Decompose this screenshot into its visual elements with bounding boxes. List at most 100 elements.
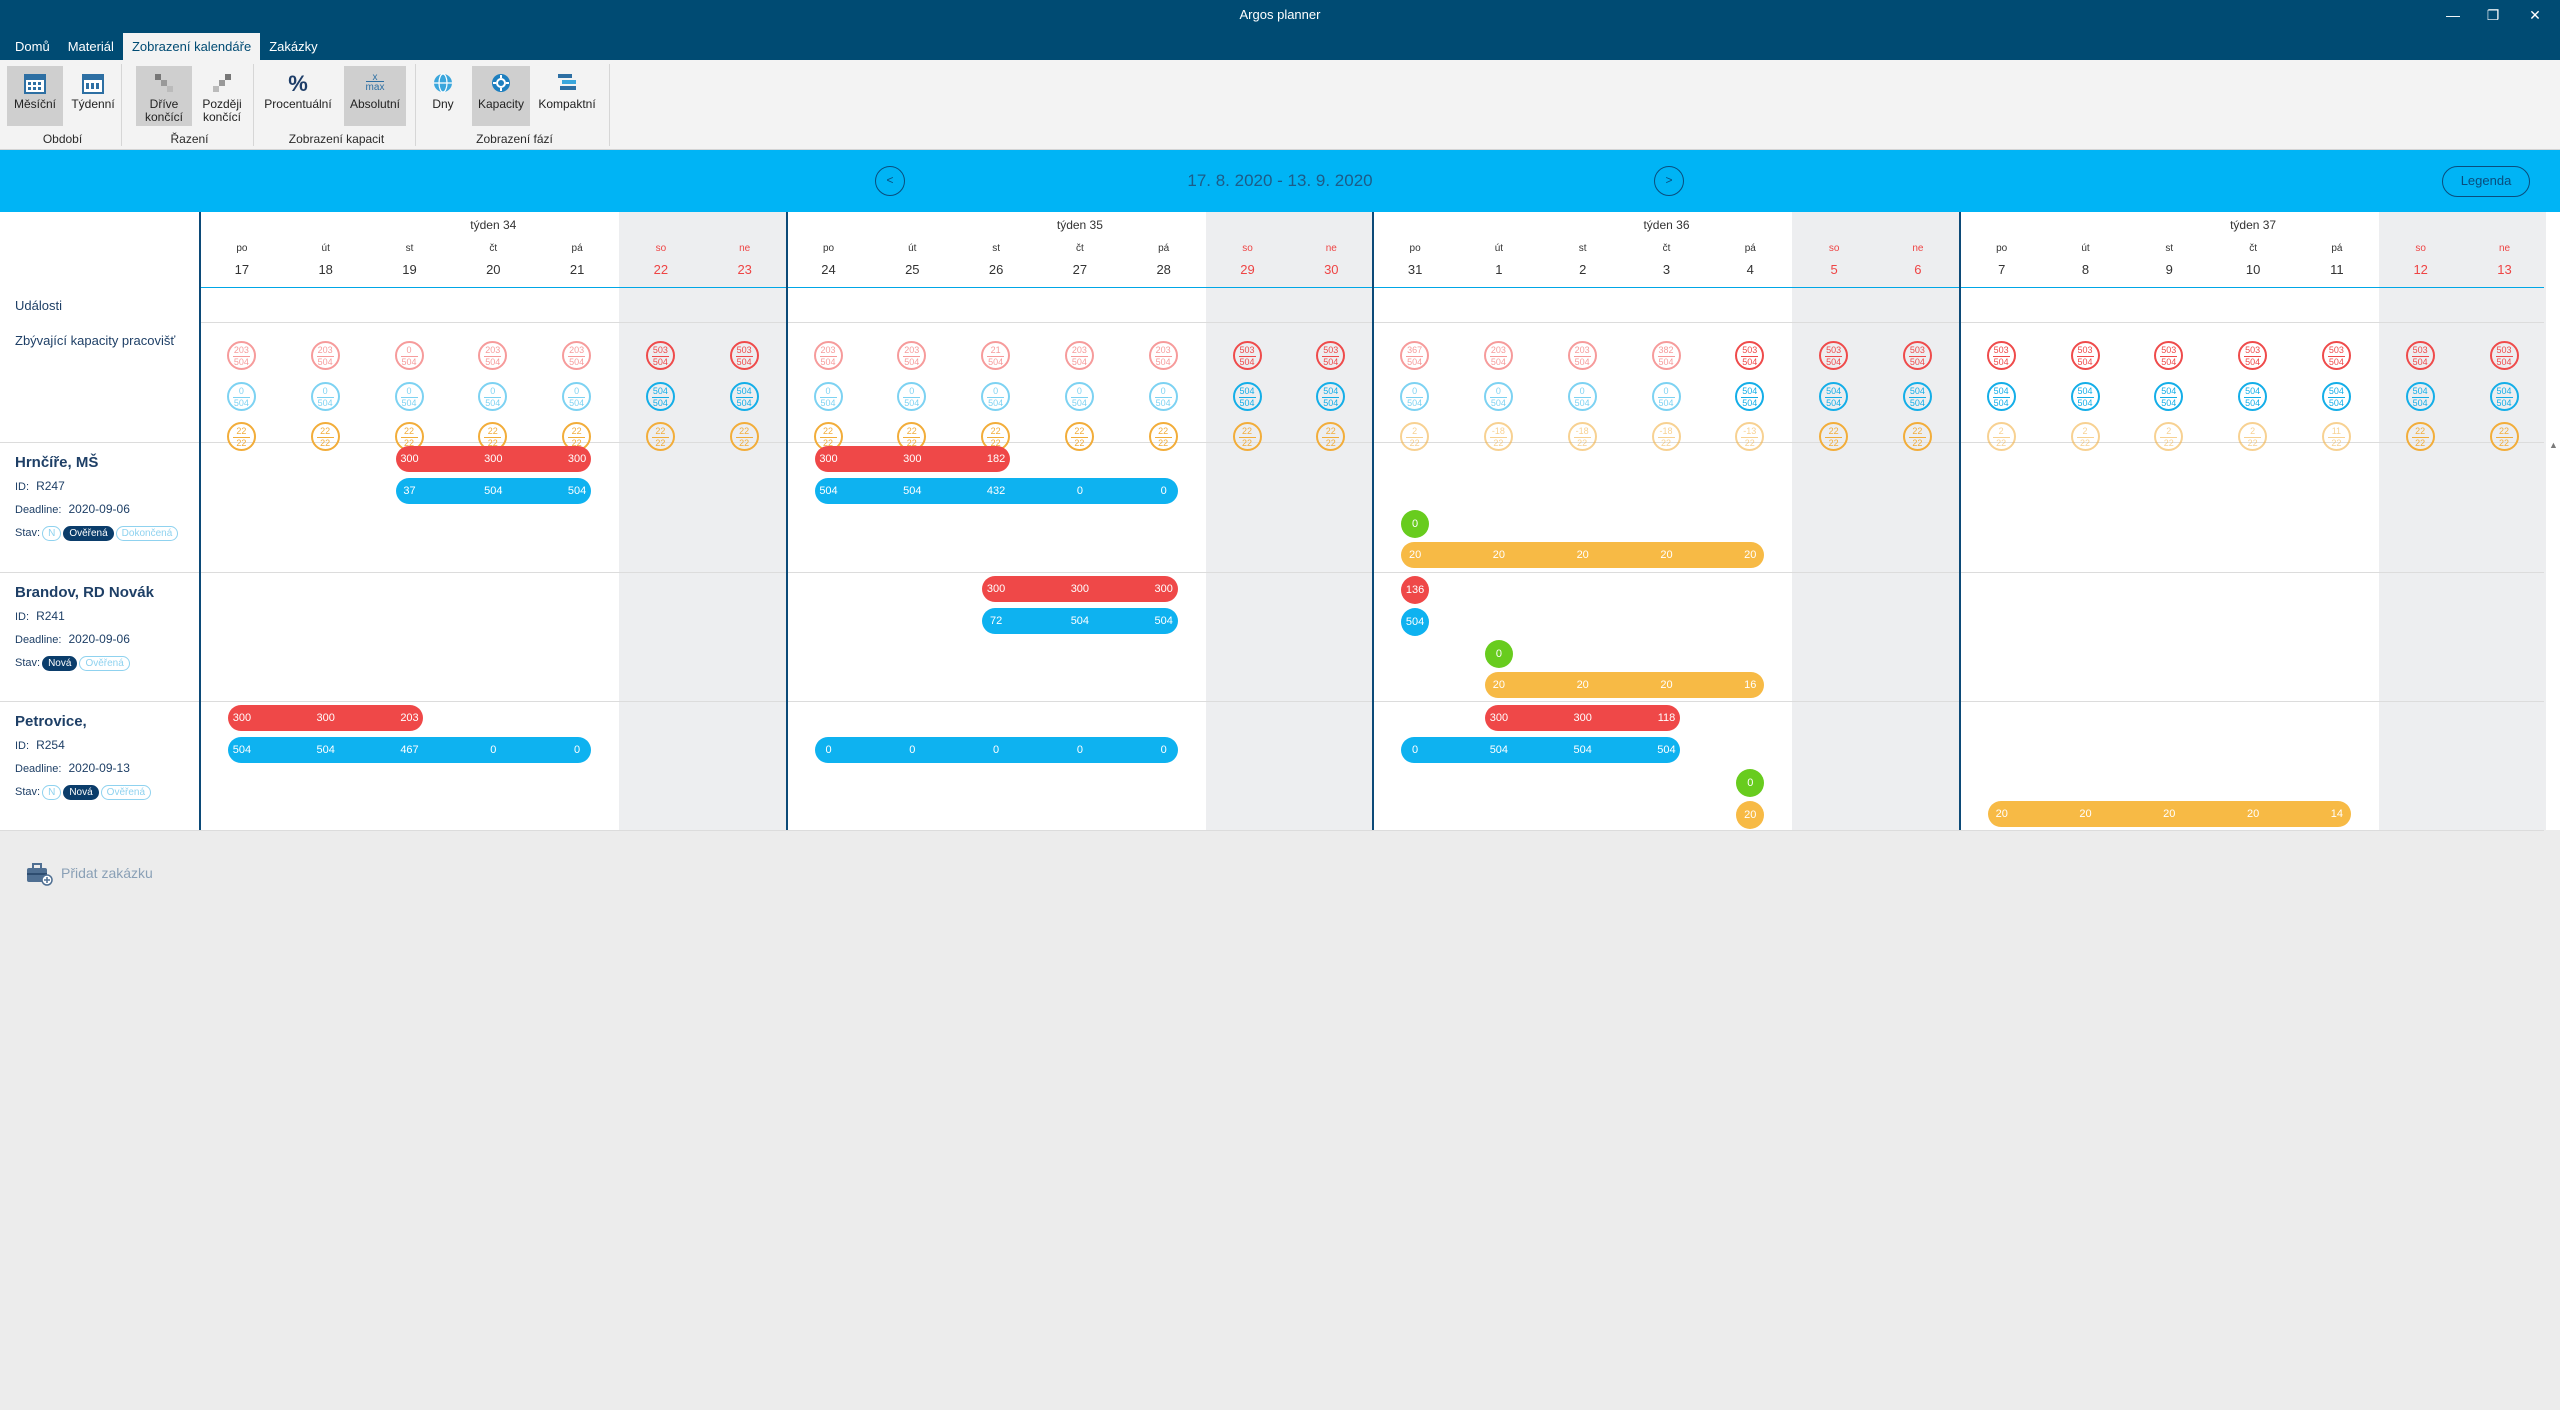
status-badge[interactable]: Dokončená (115, 526, 179, 541)
phase-value: 203 (400, 712, 419, 724)
status-badge[interactable]: Nová (42, 656, 78, 671)
absolute-button[interactable]: x max Absolutní (344, 66, 406, 126)
close-icon[interactable]: ✕ (2529, 7, 2541, 23)
capacity-indicator-blue: 0 504 (981, 382, 1011, 411)
day-name: st (1578, 243, 1587, 254)
phase-bar-green[interactable]: 0 (1484, 640, 1513, 668)
phase-bar-orange[interactable]: 20 20 20 16 (1485, 672, 1765, 698)
day-name: čt (2249, 243, 2257, 254)
day-name: pá (2331, 243, 2343, 254)
weekend-background (1205, 212, 1374, 830)
order-name[interactable]: Hrnčíře, MŠ (15, 454, 99, 471)
add-order-button[interactable]: Přidat zakázku (25, 860, 153, 886)
status-badge[interactable]: Nová (63, 785, 99, 800)
phase-bar-blue[interactable]: 504 504 432 0 0 (814, 478, 1178, 504)
order-name[interactable]: Petrovice, (15, 713, 87, 730)
phase-value: 300 (232, 712, 252, 724)
phase-value: 504 (1405, 616, 1425, 628)
day-number: 6 (1914, 262, 1922, 277)
order-id: ID: R241 (15, 609, 65, 623)
days-button[interactable]: Dny (424, 66, 462, 126)
phase-bar-red[interactable]: 300 300 300 (982, 576, 1178, 602)
header-divider (200, 287, 2544, 288)
tab-zakazky[interactable]: Zakázky (269, 39, 318, 54)
calendar-week-icon (66, 68, 120, 98)
phase-bar-blue[interactable]: 37 504 504 (395, 478, 591, 504)
phase-value: 300 (1573, 712, 1592, 724)
phase-value: 0 (574, 744, 581, 756)
status-badge[interactable]: N (42, 526, 62, 541)
capacity-indicator-blue: 0 504 (562, 382, 592, 411)
phase-bar-red[interactable]: 136 (1401, 576, 1430, 604)
phase-bar-orange[interactable]: 20 20 20 20 14 (1987, 801, 2351, 827)
phase-value: 300 (903, 453, 922, 465)
events-row-label: Události (15, 298, 62, 313)
order-status: Stav: N Nová Ověřená (15, 784, 152, 800)
status-badge[interactable]: N (42, 785, 62, 800)
ending-earlier-button[interactable]: Dříve končící (136, 66, 192, 126)
day-number: 9 (2165, 262, 2173, 277)
percentage-button[interactable]: % Procentuální (262, 66, 334, 126)
day-name: po (236, 243, 248, 254)
capacity-indicator-orange: 22 22 (2405, 422, 2435, 451)
weekend-background (619, 212, 787, 830)
capacity-indicator-orange: -18 22 (1567, 422, 1597, 451)
max-icon: x max (365, 72, 385, 93)
capacity-indicator-red: 503 504 (2070, 341, 2100, 370)
phase-bar-blue[interactable]: 0 0 0 0 0 (814, 737, 1178, 763)
day-number: 5 (1830, 262, 1838, 277)
phase-bar-red[interactable]: 300 300 182 (814, 446, 1010, 472)
monthly-button[interactable]: Měsíční (7, 66, 63, 126)
status-badge[interactable]: Ověřená (100, 785, 152, 800)
capacity-indicator-blue: 504 504 (2154, 382, 2184, 411)
minimize-icon[interactable]: — (2446, 7, 2460, 23)
status-badge[interactable]: Ověřená (79, 656, 130, 671)
tab-zobrazeni-kalendare[interactable]: Zobrazení kalendáře (122, 33, 261, 60)
phase-bar-green[interactable]: 0 (1736, 769, 1765, 797)
capacity-indicator-blue: 504 504 (2070, 382, 2100, 411)
weekly-button[interactable]: Týdenní (66, 66, 120, 126)
capacities-button[interactable]: Kapacity (472, 66, 530, 126)
ending-later-button[interactable]: Později končící (194, 66, 250, 126)
legend-button[interactable]: Legenda (2442, 166, 2530, 197)
tab-domu[interactable]: Domů (15, 39, 50, 54)
phase-bar-red[interactable]: 300 300 118 (1485, 705, 1681, 731)
capacity-indicator-red: 203 504 (813, 341, 843, 370)
day-number: 4 (1746, 262, 1754, 277)
group-razeni: Dříve končící Později končící Řazení (126, 64, 254, 146)
phase-value: 300 (819, 453, 838, 465)
previous-period-button[interactable]: < (875, 166, 905, 196)
phase-bar-red[interactable]: 300 300 300 (395, 446, 591, 472)
compact-button[interactable]: Kompaktní (534, 66, 600, 126)
capacity-indicator-red: 503 504 (2154, 341, 2184, 370)
phase-bar-blue[interactable]: 504 504 467 0 0 (228, 737, 591, 763)
order-status: Stav: N Ověřená Dokončená (15, 525, 179, 541)
order-deadline: Deadline: 2020-09-06 (15, 502, 130, 516)
capacity-indicator-blue: 504 504 (1902, 382, 1932, 411)
phase-bar-green[interactable]: 0 (1401, 510, 1430, 538)
next-period-button[interactable]: > (1654, 166, 1684, 196)
order-deadline: Deadline: 2020-09-13 (15, 761, 130, 775)
phase-bar-blue[interactable]: 504 (1401, 608, 1430, 636)
capacity-indicator-red: 203 504 (562, 341, 592, 370)
restore-icon[interactable]: ❐ (2486, 7, 2500, 23)
day-name: čt (489, 243, 498, 254)
group-obdobi: Měsíční Týdenní Období (4, 64, 122, 146)
tab-material[interactable]: Materiál (67, 39, 114, 54)
phase-bar-blue[interactable]: 72 504 504 (982, 608, 1178, 634)
phase-bar-blue[interactable]: 0 504 504 504 (1401, 737, 1681, 763)
app-title: Argos planner (1239, 7, 1321, 22)
status-badge[interactable]: Ověřená (63, 526, 114, 541)
order-name[interactable]: Brandov, RD Novák (15, 584, 154, 601)
phase-value: 16 (1744, 679, 1757, 691)
capacity-indicator-orange: 2 22 (1986, 422, 2016, 451)
row-divider (0, 442, 2544, 443)
gear-icon (472, 68, 530, 98)
phase-bar-orange[interactable]: 20 (1736, 801, 1765, 829)
scrollbar-arrow-icon[interactable]: ▲ (2549, 440, 2558, 450)
capacity-indicator-red: 203 504 (226, 341, 256, 370)
capacity-indicator-orange: -18 22 (1483, 422, 1513, 451)
capacity-indicator-orange: 22 22 (1902, 422, 1932, 451)
phase-bar-orange[interactable]: 20 20 20 20 20 (1401, 542, 1765, 568)
phase-bar-red[interactable]: 300 300 203 (228, 705, 424, 731)
